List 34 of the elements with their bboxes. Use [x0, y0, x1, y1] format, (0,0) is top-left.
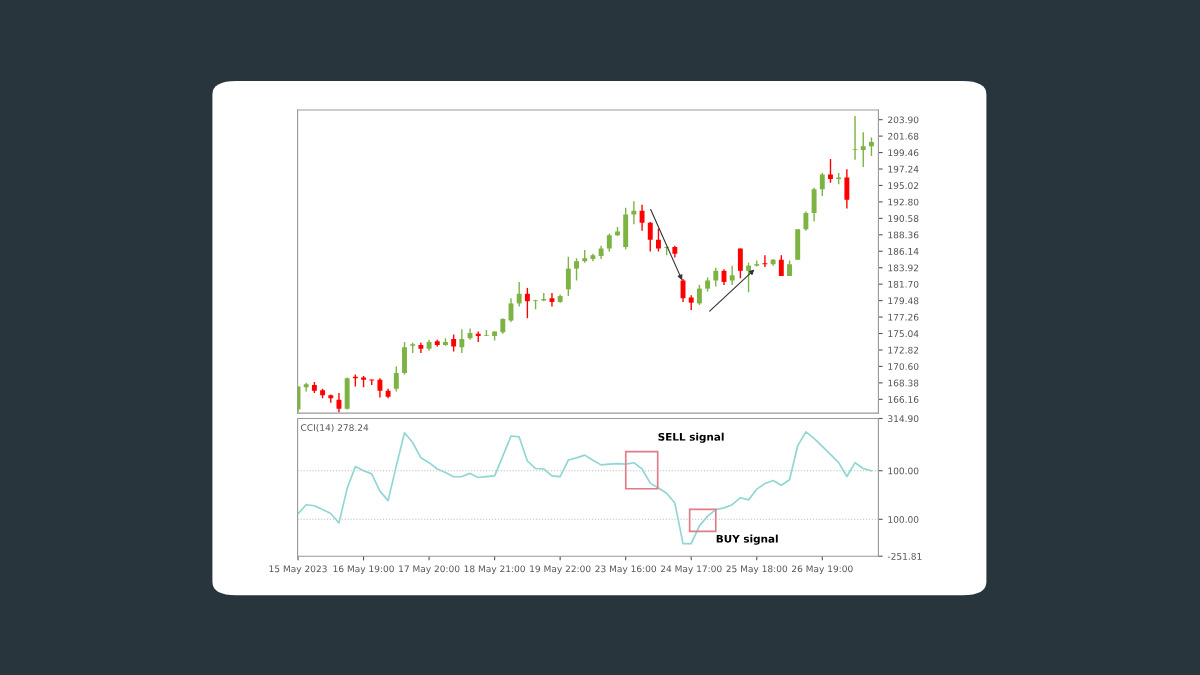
y-tick-label: 179.48 [888, 297, 919, 305]
annotation: SELL signal [658, 432, 724, 443]
annotation: BUY signal [716, 534, 778, 545]
y-tick-label: 201.68 [888, 132, 919, 140]
x-tick-label: 23 May 16:00 [595, 565, 657, 574]
y-tick-label: 314.90 [888, 415, 919, 423]
y-tick-label: 168.38 [888, 379, 919, 387]
x-tick-label: 26 May 19:00 [791, 565, 853, 574]
x-tick-label: 25 May 18:00 [726, 565, 788, 574]
x-tick-label: 15 May 2023 [269, 565, 327, 574]
y-tick-label: 183.92 [888, 264, 919, 272]
x-tick-label: 19 May 22:00 [530, 565, 591, 574]
y-tick-label: 188.36 [888, 231, 919, 239]
y-tick-label: 175.04 [888, 330, 919, 338]
y-tick-label: 181.70 [888, 280, 919, 288]
x-tick-label: 16 May 19:00 [333, 565, 394, 574]
y-tick-label: 166.16 [888, 396, 919, 403]
y-tick-label: 197.24 [888, 165, 919, 173]
y-tick-label: 170.60 [888, 363, 919, 370]
y-tick-label: -251.81 [887, 552, 922, 560]
y-tick-label: 195.02 [888, 182, 919, 190]
y-tick-label: 203.90 [888, 116, 919, 124]
y-tick-label: 177.26 [888, 313, 919, 321]
y-tick-label: 172.82 [888, 346, 919, 354]
y-tick-label: 100.00 [888, 516, 919, 523]
annotation: CCI(14) 278.24 [301, 424, 369, 433]
y-tick-label: 190.58 [888, 215, 919, 222]
x-tick-label: 18 May 21:00 [464, 565, 525, 574]
y-tick-label: 199.46 [888, 149, 919, 157]
y-tick-label: 186.14 [888, 247, 919, 255]
x-tick-label: 17 May 20:00 [399, 565, 460, 574]
y-tick-label: 100.00 [888, 467, 919, 475]
y-tick-label: 192.80 [888, 198, 919, 206]
x-tick-label: 24 May 17:00 [660, 565, 722, 574]
